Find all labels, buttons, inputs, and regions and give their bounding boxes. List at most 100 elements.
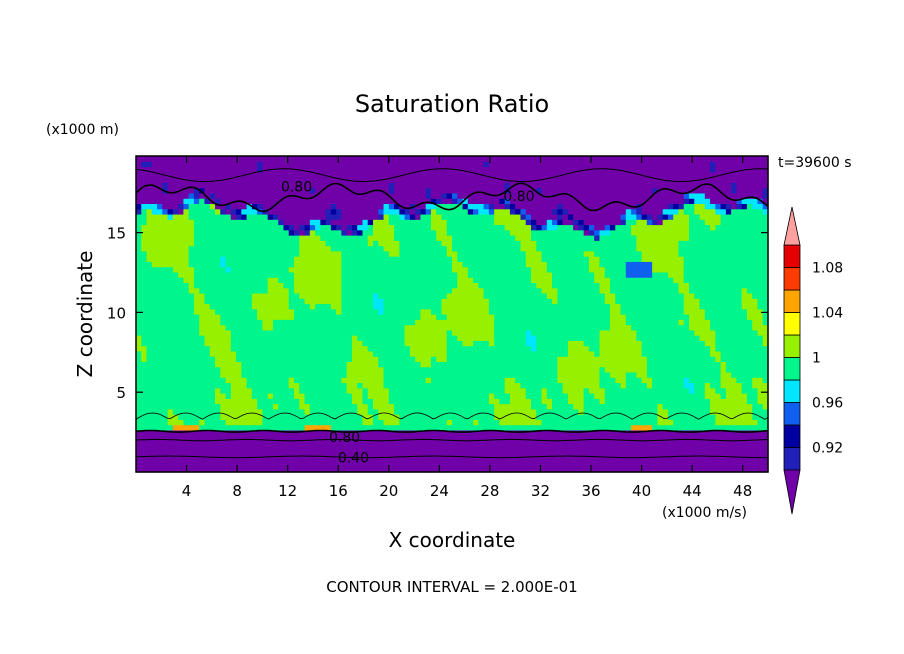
field-cell (236, 261, 242, 268)
field-cell (720, 282, 727, 289)
field-cell (657, 303, 664, 310)
field-cell (425, 361, 432, 368)
field-cell (378, 308, 385, 315)
field-cell (178, 340, 184, 347)
field-cell (546, 324, 553, 331)
field-cell (278, 335, 285, 341)
field-cell (215, 350, 221, 357)
field-cell (652, 277, 658, 283)
field-cell (536, 277, 543, 283)
field-cell (346, 424, 353, 431)
field-cell (278, 361, 285, 368)
field-cell (467, 298, 474, 305)
field-cell (673, 387, 680, 394)
field-cell (525, 292, 532, 299)
field-cell (188, 345, 195, 352)
field-cell (662, 261, 669, 268)
field-cell (357, 250, 364, 257)
field-cell (525, 345, 532, 352)
field-cell (188, 335, 195, 341)
field-cell (267, 456, 274, 463)
field-cell (351, 308, 358, 315)
field-cell (157, 308, 163, 315)
field-cell (541, 424, 548, 431)
field-cell (736, 440, 743, 447)
field-cell (157, 303, 163, 310)
field-cell (267, 324, 274, 331)
field-cell (330, 277, 337, 283)
field-cell (636, 424, 643, 431)
field-cell (257, 382, 263, 389)
y-unit-label: (x1000 m) (46, 122, 119, 138)
field-cell (731, 261, 737, 268)
field-cell (736, 461, 743, 468)
field-cell (615, 319, 622, 326)
field-cell (699, 277, 706, 283)
field-cell (525, 466, 532, 473)
field-cell (604, 356, 611, 362)
field-cell (757, 419, 764, 426)
field-cell (193, 393, 200, 399)
field-cell (267, 282, 274, 289)
field-cell (399, 393, 406, 399)
field-cell (325, 377, 332, 384)
field-cell (341, 345, 348, 352)
field-cell (531, 266, 537, 273)
field-cell (404, 287, 411, 294)
field-cell (652, 424, 658, 431)
field-cell (578, 414, 585, 420)
field-cell (594, 429, 601, 436)
field-cell (162, 408, 169, 415)
field-cell (689, 393, 695, 399)
field-cell (246, 403, 253, 410)
field-cell (710, 429, 716, 436)
field-cell (620, 371, 627, 378)
field-cell (762, 329, 769, 336)
field-cell (504, 282, 511, 289)
field-cell (351, 424, 358, 431)
field-cell (172, 261, 179, 268)
field-cell (309, 308, 316, 315)
field-cell (509, 292, 516, 299)
field-cell (309, 414, 316, 420)
field-cell (620, 277, 627, 283)
field-cell (452, 261, 458, 268)
field-cell (146, 398, 153, 405)
field-cell (741, 435, 748, 441)
field-cell (441, 271, 448, 278)
field-cell (199, 429, 206, 436)
field-cell (736, 277, 743, 283)
field-cell (757, 287, 764, 294)
field-cell (378, 456, 385, 463)
field-cell (615, 266, 622, 273)
field-cell (578, 456, 585, 463)
field-cell (325, 282, 332, 289)
field-cell (251, 450, 258, 457)
field-cell (378, 382, 385, 389)
field-cell (415, 335, 421, 341)
field-cell (694, 303, 701, 310)
field-cell (288, 324, 295, 331)
field-cell (262, 324, 269, 331)
field-cell (351, 345, 358, 352)
field-cell (141, 350, 148, 357)
field-cell (531, 456, 537, 463)
field-cell (178, 466, 184, 473)
field-cell (220, 292, 227, 299)
field-cell (673, 303, 680, 310)
field-cell (736, 329, 743, 336)
field-cell (704, 277, 711, 283)
field-cell (483, 292, 490, 299)
field-cell (762, 356, 769, 362)
field-cell (162, 445, 169, 452)
field-cell (646, 387, 653, 394)
field-cell (172, 387, 179, 394)
field-cell (462, 377, 469, 384)
field-cell (399, 271, 406, 278)
field-cell (536, 403, 543, 410)
field-cell (404, 256, 411, 262)
field-cell (562, 340, 569, 347)
field-cell (710, 461, 716, 468)
field-cell (720, 319, 727, 326)
field-cell (515, 398, 522, 405)
